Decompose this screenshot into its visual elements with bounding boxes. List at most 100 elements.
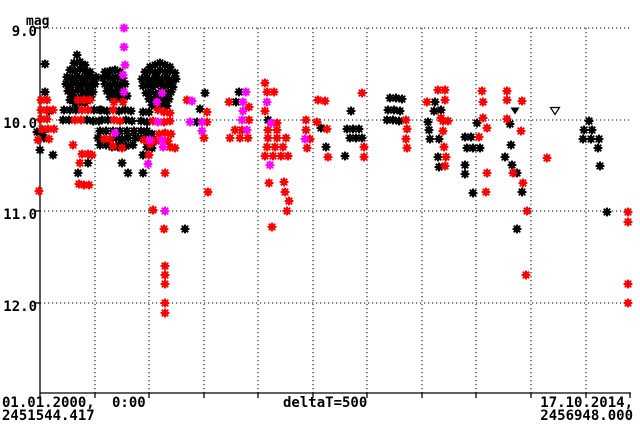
data-point [516,126,526,136]
data-point [468,188,478,198]
data-point [119,23,129,33]
data-point [623,298,633,308]
data-point [593,143,603,153]
data-point [115,116,125,126]
data-point [502,95,512,105]
data-point [283,151,293,161]
series-black [32,50,612,234]
data-point [268,151,278,161]
data-point [434,134,444,144]
data-point [238,106,248,116]
data-point [119,87,129,97]
y-tick-label-9: 9.0 [12,24,37,40]
data-point [143,159,153,169]
data-point [197,126,207,136]
data-point [425,134,435,144]
data-point [322,124,332,134]
data-point [542,153,552,163]
data-point [225,133,235,143]
data-point [267,222,277,232]
data-point [85,95,95,105]
data-point [623,279,633,289]
data-point [157,135,167,145]
data-point [429,106,439,116]
data-point [87,150,97,160]
data-point [623,207,633,217]
delta-t-label: deltaT=500 [283,395,367,411]
data-point [73,168,83,178]
data-point [153,117,163,127]
data-point [241,87,251,97]
data-point [158,142,168,152]
data-point [512,224,522,234]
data-point [433,152,443,162]
data-point [587,125,597,135]
data-point [312,117,322,127]
data-point [280,187,290,197]
data-point [321,142,331,152]
data-points [32,23,633,318]
data-point [180,224,190,234]
data-point [357,88,367,98]
data-point [623,217,633,227]
data-point [90,79,100,89]
data-point [359,152,369,162]
data-point [40,87,50,97]
data-point [300,134,310,144]
data-point [187,96,197,106]
x-start-date-label: 01.01.2000, [2,395,95,411]
data-point [320,96,330,106]
data-point [110,128,120,138]
data-point [478,97,488,107]
data-point [502,114,512,124]
data-point [260,106,270,116]
data-point [302,143,312,153]
data-point [438,126,448,136]
data-point [395,106,405,116]
data-point [340,151,350,161]
data-point [279,177,289,187]
data-point [200,88,210,98]
data-point [243,133,253,143]
data-point [84,180,94,190]
data-point [517,96,527,106]
data-point [440,95,450,105]
data-point [507,160,517,170]
data-point [313,95,323,105]
data-point [422,97,432,107]
series-red [33,78,633,318]
data-point [460,160,470,170]
data-point [522,206,532,216]
data-point [40,59,50,69]
data-point [502,86,512,96]
data-point [500,152,510,162]
data-point [160,261,170,271]
data-point [108,105,118,115]
data-point [423,117,433,127]
data-point [436,105,446,115]
data-point [401,134,411,144]
data-point [482,123,492,133]
data-point [272,133,282,143]
data-point [441,152,451,162]
data-point [48,105,58,115]
data-point [594,134,604,144]
data-point [44,134,54,144]
data-point [202,107,212,117]
data-point [269,87,279,97]
data-point [301,115,311,125]
data-point [160,206,170,216]
data-point [264,178,274,188]
data-point [108,141,118,151]
y-axis-unit-label: mag [26,14,49,29]
data-point [109,97,119,107]
data-point [123,168,133,178]
data-point [35,145,45,155]
data-point [460,169,470,179]
data-point [508,168,518,178]
data-point [323,152,333,162]
data-point [224,97,234,107]
data-point [424,125,434,135]
